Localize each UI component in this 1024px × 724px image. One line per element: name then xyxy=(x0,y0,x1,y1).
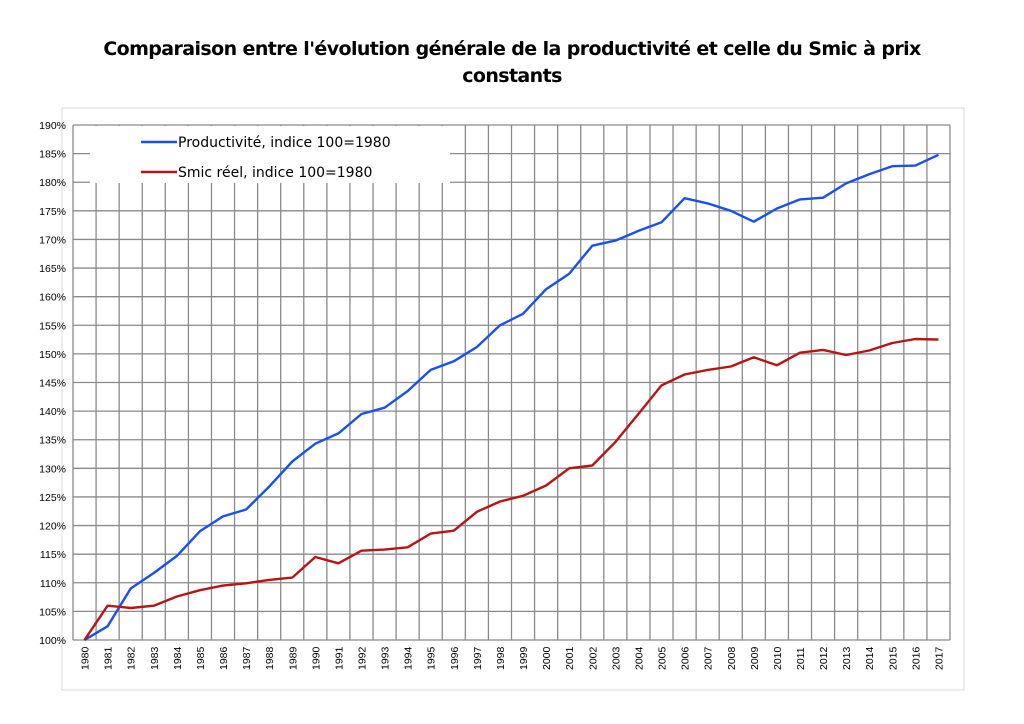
x-tick-label: 2000 xyxy=(541,646,553,670)
x-tick-label: 1999 xyxy=(518,646,530,670)
series-line-1 xyxy=(83,337,939,641)
x-tick-label: 1984 xyxy=(172,646,184,670)
x-tick-label: 1990 xyxy=(310,646,322,670)
y-tick-label: 145% xyxy=(39,378,66,390)
x-tick-label: 2003 xyxy=(610,646,622,670)
x-tick-label: 1994 xyxy=(403,646,415,670)
x-tick-label: 1991 xyxy=(333,646,345,670)
y-tick-label: 185% xyxy=(39,149,66,161)
x-tick-label: 1983 xyxy=(149,646,161,670)
y-tick-label: 140% xyxy=(39,406,66,418)
y-tick-label: 160% xyxy=(39,292,66,304)
x-tick-label: 2001 xyxy=(564,646,576,670)
y-tick-label: 135% xyxy=(39,435,66,447)
x-tick-label: 1993 xyxy=(380,646,392,670)
y-tick-label: 150% xyxy=(39,349,66,361)
y-tick-label: 120% xyxy=(39,521,66,533)
y-tick-label: 190% xyxy=(39,120,66,132)
x-tick-label: 1986 xyxy=(218,646,230,670)
x-tick-label: 1980 xyxy=(80,646,92,670)
chart-border xyxy=(61,107,965,691)
legend-label-1: Smic réel, indice 100=1980 xyxy=(178,165,372,181)
x-tick-label: 1982 xyxy=(126,646,138,670)
x-tick-label: 2010 xyxy=(772,646,784,670)
x-tick-label: 2005 xyxy=(657,646,669,670)
x-tick-label: 2012 xyxy=(818,646,830,670)
legend-box xyxy=(90,126,450,183)
x-tick-label: 2007 xyxy=(703,646,715,670)
series-line-0 xyxy=(83,153,940,642)
x-tick-label: 1988 xyxy=(264,646,276,670)
legend-label-0: Productivité, indice 100=1980 xyxy=(178,135,391,151)
y-tick-label: 170% xyxy=(39,234,66,246)
x-tick-label: 2002 xyxy=(587,646,599,670)
x-tick-label: 2011 xyxy=(795,647,807,670)
x-tick-label: 1987 xyxy=(241,646,253,670)
x-tick-label: 1981 xyxy=(103,646,115,670)
x-tick-label: 1992 xyxy=(356,646,368,670)
x-tick-label: 2013 xyxy=(841,646,853,670)
x-tick-label: 2009 xyxy=(749,646,761,670)
y-tick-label: 165% xyxy=(39,263,66,275)
y-tick-label: 180% xyxy=(39,177,66,189)
x-tick-label: 2006 xyxy=(680,646,692,670)
y-tick-label: 130% xyxy=(39,463,66,475)
x-tick-label: 2014 xyxy=(864,646,876,670)
x-tick-label: 2008 xyxy=(726,646,738,670)
y-tick-label: 175% xyxy=(39,206,66,218)
x-tick-label: 1997 xyxy=(472,646,484,670)
x-tick-label: 1989 xyxy=(287,646,299,670)
x-tick-label: 1995 xyxy=(426,646,438,670)
x-tick-label: 2015 xyxy=(887,646,899,670)
x-tick-label: 2017 xyxy=(933,646,945,670)
y-tick-label: 125% xyxy=(39,492,66,504)
y-tick-label: 115% xyxy=(40,549,66,561)
y-tick-label: 100% xyxy=(39,635,66,647)
x-tick-label: 1998 xyxy=(495,646,507,670)
y-tick-label: 155% xyxy=(39,320,66,332)
x-tick-label: 1996 xyxy=(449,646,461,670)
chart-title: Comparaison entre l'évolution générale d… xyxy=(103,38,921,87)
x-tick-label: 1985 xyxy=(195,646,207,670)
x-tick-label: 2004 xyxy=(633,646,645,670)
x-tick-label: 2016 xyxy=(910,646,922,670)
y-tick-label: 105% xyxy=(39,606,66,618)
y-tick-label: 110% xyxy=(40,578,66,590)
